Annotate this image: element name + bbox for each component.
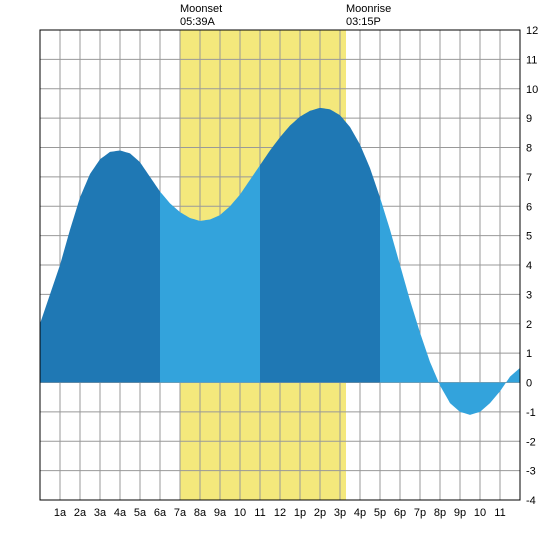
tide-area-seg-0 (40, 150, 160, 382)
y-tick-label: 12 (526, 25, 538, 37)
tide-chart: -4-3-2-101234567891011121a2a3a4a5a6a7a8a… (0, 0, 550, 550)
y-tick-label: 8 (526, 143, 532, 155)
x-tick-label: 5p (374, 507, 386, 519)
y-tick-label: 5 (526, 231, 532, 243)
x-tick-label: 11 (494, 507, 505, 519)
x-tick-label: 7p (414, 507, 426, 519)
y-tick-label: 10 (526, 84, 538, 96)
x-tick-label: 4p (354, 507, 366, 519)
y-tick-label: -2 (526, 436, 536, 448)
x-tick-label: 9a (214, 507, 227, 519)
x-tick-label: 9p (454, 507, 466, 519)
tide-area-seg-2 (260, 108, 380, 383)
x-tick-label: 6a (154, 507, 167, 519)
x-tick-label: 11 (254, 507, 265, 519)
header-sub-0: 05:39A (180, 16, 216, 28)
chart-svg: -4-3-2-101234567891011121a2a3a4a5a6a7a8a… (0, 0, 550, 550)
x-tick-label: 10 (234, 507, 246, 519)
y-tick-label: 7 (526, 172, 532, 184)
x-tick-label: 2p (314, 507, 326, 519)
header-sub-1: 03:15P (346, 16, 381, 28)
x-tick-label: 8a (194, 507, 207, 519)
x-tick-label: 10 (474, 507, 486, 519)
x-tick-label: 1p (294, 507, 306, 519)
y-tick-label: 9 (526, 113, 532, 125)
x-tick-label: 3a (94, 507, 107, 519)
y-tick-label: -4 (526, 495, 536, 507)
y-tick-label: 3 (526, 289, 532, 301)
y-tick-label: -1 (526, 407, 536, 419)
header-title-0: Moonset (180, 3, 222, 15)
y-tick-label: 4 (526, 260, 532, 272)
y-tick-label: -3 (526, 466, 536, 478)
x-tick-label: 8p (434, 507, 446, 519)
y-tick-label: 1 (526, 348, 532, 360)
x-tick-label: 6p (394, 507, 406, 519)
y-tick-label: 0 (526, 378, 532, 390)
y-tick-label: 6 (526, 201, 532, 213)
x-tick-label: 7a (174, 507, 187, 519)
x-tick-label: 3p (334, 507, 346, 519)
x-tick-label: 1a (54, 507, 67, 519)
x-tick-label: 2a (74, 507, 87, 519)
y-tick-label: 11 (526, 54, 537, 66)
header-title-1: Moonrise (346, 3, 391, 15)
x-tick-label: 5a (134, 507, 147, 519)
y-tick-label: 2 (526, 319, 532, 331)
x-tick-label: 4a (114, 507, 127, 519)
x-tick-label: 12 (274, 507, 286, 519)
